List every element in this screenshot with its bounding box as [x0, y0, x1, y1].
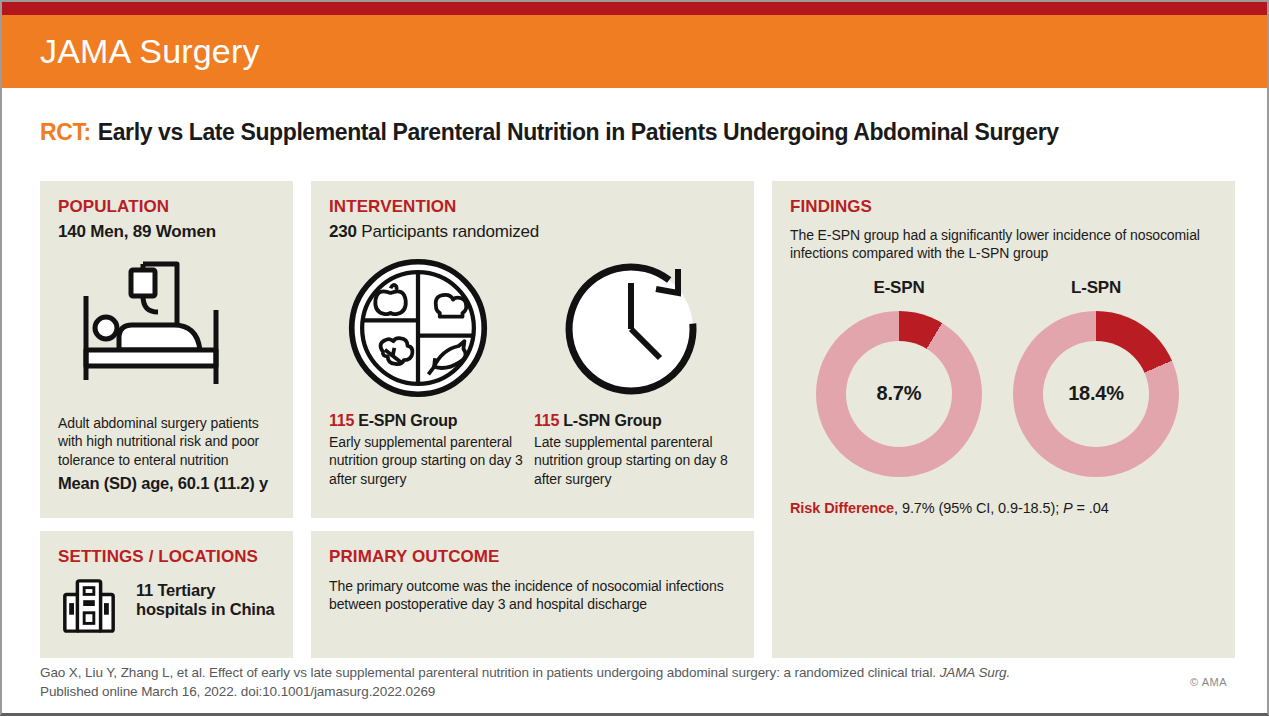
settings-heading: SETTINGS / LOCATIONS — [58, 547, 275, 567]
clock-icon — [561, 257, 701, 403]
lspn-group: 115L-SPN Group Late supplemental parente… — [534, 412, 739, 488]
primary-outcome-heading: PRIMARY OUTCOME — [329, 547, 736, 567]
intervention-groups: 115E-SPN Group Early supplemental parent… — [329, 412, 736, 488]
intervention-icons — [329, 257, 736, 403]
espn-group-n: 115 — [329, 412, 354, 429]
intervention-heading: INTERVENTION — [329, 197, 736, 217]
lspn-group-description: Late supplemental parenteral nutrition g… — [534, 433, 739, 488]
population-stat: 140 Men, 89 Women — [58, 222, 275, 242]
espn-group-name: 115E-SPN Group — [329, 412, 534, 430]
participant-count: 230 — [329, 222, 357, 241]
journal-abbrev: JAMA Surg. — [940, 665, 1011, 680]
findings-panel: FINDINGS The E-SPN group had a significa… — [772, 181, 1235, 658]
population-age: Mean (SD) age, 60.1 (11.2) y — [58, 474, 275, 493]
study-title-text: Early vs Late Supplemental Parenteral Nu… — [98, 119, 1059, 145]
lspn-donut-label: L-SPN — [1071, 278, 1121, 298]
p-symbol: P — [1063, 500, 1073, 516]
patient-in-bed-icon — [76, 258, 226, 394]
findings-heading: FINDINGS — [790, 197, 1217, 217]
findings-summary: The E-SPN group had a significantly lowe… — [790, 226, 1217, 263]
study-title: RCT: Early vs Late Supplemental Parentera… — [40, 119, 1059, 146]
journal-title: JAMA Surgery — [2, 32, 260, 71]
settings-text: 11 Tertiary hospitals in China — [136, 581, 275, 620]
hospital-icon — [58, 577, 120, 639]
lspn-group-name: 115L-SPN Group — [534, 412, 739, 430]
citation-line: Gao X, Liu Y, Zhang L, et al. Effect of … — [40, 663, 1010, 682]
espn-group-description: Early supplemental parenteral nutrition … — [329, 433, 534, 488]
donut-charts: E-SPN 8.7% L-SPN 18.4% — [816, 278, 1217, 477]
settings-row: 11 Tertiary hospitals in China — [58, 577, 275, 639]
visual-abstract-page: JAMA Surgery RCT: Early vs Late Supplemen… — [0, 0, 1269, 716]
espn-donut-label: E-SPN — [874, 278, 925, 298]
published-line: Published online March 16, 2022. doi:10.… — [40, 682, 1010, 701]
journal-header-bar: JAMA Surgery — [2, 15, 1267, 88]
risk-difference-label: Risk Difference — [790, 500, 894, 516]
ama-copyright: © AMA — [1190, 676, 1227, 688]
risk-difference-line: Risk Difference, 9.7% (95% CI, 0.9-18.5)… — [790, 500, 1217, 516]
panel-grid: POPULATION 140 Men, 89 Women — [40, 181, 1235, 658]
population-heading: POPULATION — [58, 197, 275, 217]
lspn-donut-chart: 18.4% — [1013, 311, 1179, 477]
p-value: = .04 — [1073, 500, 1109, 516]
food-plate-icon — [347, 257, 489, 403]
lspn-group-n: 115 — [534, 412, 559, 429]
population-description: Adult abdominal surgery patients with hi… — [58, 414, 275, 469]
espn-donut-chart: 8.7% — [816, 311, 982, 477]
lspn-donut-group: L-SPN 18.4% — [1013, 278, 1179, 477]
risk-difference-value: , 9.7% (95% CI, 0.9-18.5); — [894, 500, 1063, 516]
settings-panel: SETTINGS / LOCATIONS — [40, 531, 293, 658]
primary-outcome-text: The primary outcome was the incidence of… — [329, 577, 736, 614]
population-panel: POPULATION 140 Men, 89 Women — [40, 181, 293, 518]
lspn-donut-value: 18.4% — [1013, 311, 1179, 477]
primary-outcome-panel: PRIMARY OUTCOME The primary outcome was … — [311, 531, 754, 658]
study-type-tag: RCT: — [40, 119, 91, 145]
citation-footer: Gao X, Liu Y, Zhang L, et al. Effect of … — [40, 663, 1010, 701]
participant-count-label: Participants randomized — [357, 222, 539, 241]
top-red-strip — [2, 2, 1267, 15]
espn-donut-value: 8.7% — [816, 311, 982, 477]
espn-donut-group: E-SPN 8.7% — [816, 278, 982, 477]
espn-group: 115E-SPN Group Early supplemental parent… — [329, 412, 534, 488]
intervention-stat: 230 Participants randomized — [329, 222, 736, 242]
intervention-panel: INTERVENTION 230 Participants randomized — [311, 181, 754, 518]
